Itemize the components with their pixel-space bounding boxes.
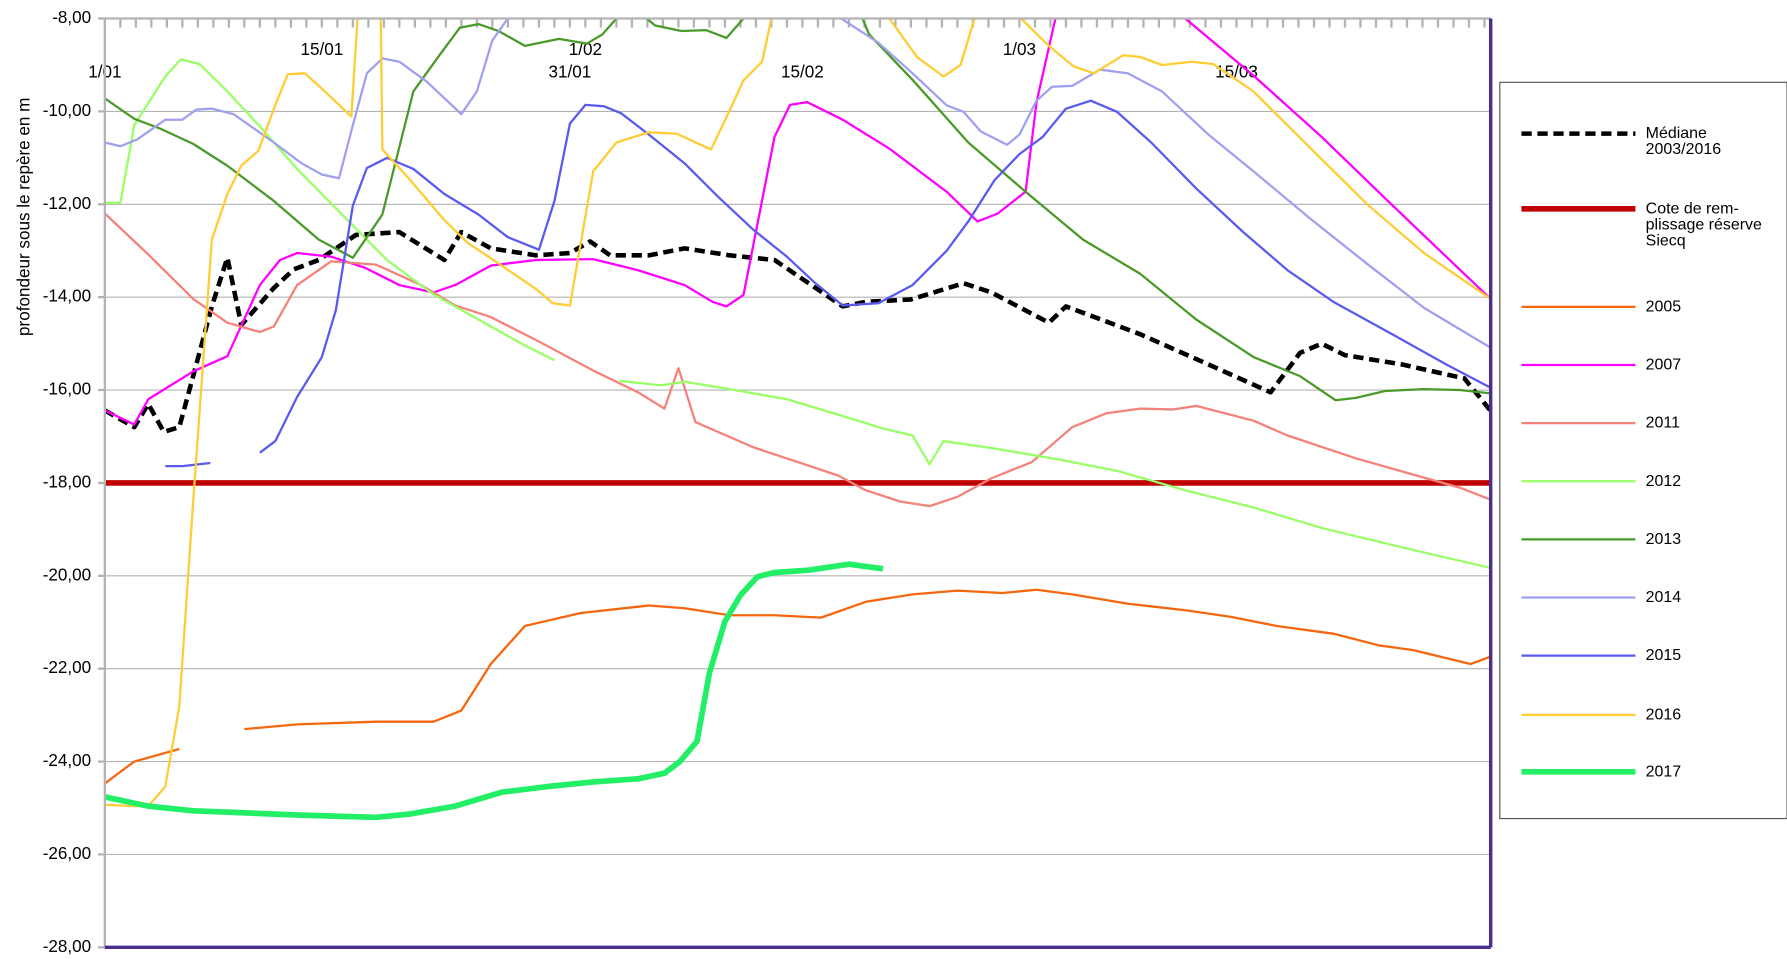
legend-label-box: 2007 xyxy=(1645,355,1682,373)
series-line xyxy=(104,18,1491,426)
legend-label: 2013 xyxy=(1645,530,1682,548)
legend-label-box: 2013 xyxy=(1645,530,1682,548)
y-axis-label: profondeur sous le repère en m xyxy=(15,98,34,336)
y-tick-label: -26,00 xyxy=(43,844,91,863)
legend-label: 2005 xyxy=(1645,297,1682,315)
legend-label-box: Cote de rem- plissage réserve Siecq xyxy=(1645,199,1762,249)
series-line xyxy=(165,99,1491,468)
y-tick-label: -20,00 xyxy=(43,565,91,584)
y-tick-label: -16,00 xyxy=(43,380,91,399)
y-tick-label: -12,00 xyxy=(43,194,91,213)
legend-label: 2012 xyxy=(1645,472,1682,490)
legend-label: Cote de rem- plissage réserve Siecq xyxy=(1645,199,1762,249)
legend-label: 2011 xyxy=(1645,413,1680,432)
series-line xyxy=(104,588,1491,785)
legend-label-box: 2016 xyxy=(1645,705,1682,723)
legend-items: Médiane 2003/2016 Cote de rem- plissage r… xyxy=(1521,124,1762,780)
x-tick-label: 31/01 xyxy=(549,63,592,82)
series-line xyxy=(104,18,1491,402)
legend-label-box: 2005 xyxy=(1645,297,1682,315)
y-tick-label: -18,00 xyxy=(43,472,91,491)
y-tick-label: -22,00 xyxy=(43,658,91,677)
series-line xyxy=(104,229,1491,435)
legend-label-box: 2017 xyxy=(1645,762,1682,780)
y-tick-label: -28,00 xyxy=(43,937,91,956)
series-line xyxy=(104,212,1491,508)
legend-label-box: 2014 xyxy=(1645,588,1682,606)
legend-label-box: Médiane 2003/2016 xyxy=(1645,124,1722,158)
series-line xyxy=(104,18,1491,349)
x-tick-label: 15/01 xyxy=(300,40,343,59)
y-tick-label: -8,00 xyxy=(52,8,91,27)
legend-label: Médiane 2003/2016 xyxy=(1645,124,1722,158)
series-line xyxy=(104,58,1491,570)
x-tick-label: 15/03 xyxy=(1215,63,1258,82)
x-tick-label: 1/02 xyxy=(569,40,602,59)
legend xyxy=(1499,81,1787,820)
x-tick-label: 15/02 xyxy=(781,63,824,82)
x-tick-label: 1/03 xyxy=(1003,40,1036,59)
y-tick-label: -10,00 xyxy=(43,101,91,120)
y-tick-label: -14,00 xyxy=(43,287,91,306)
series-line xyxy=(104,18,1491,808)
legend-label: 2016 xyxy=(1645,705,1682,723)
legend-label: 2015 xyxy=(1645,646,1682,664)
legend-label: 2017 xyxy=(1645,762,1682,780)
legend-label: 2014 xyxy=(1645,588,1682,606)
legend-label-box: 2015 xyxy=(1645,646,1682,664)
series-line xyxy=(104,561,884,821)
y-tick-label: -24,00 xyxy=(43,751,91,770)
plot-area xyxy=(104,18,1491,821)
legend-label-box: 2012 xyxy=(1645,472,1682,490)
legend-label: 2007 xyxy=(1645,355,1682,373)
legend-label-box: 2011 xyxy=(1645,413,1680,432)
